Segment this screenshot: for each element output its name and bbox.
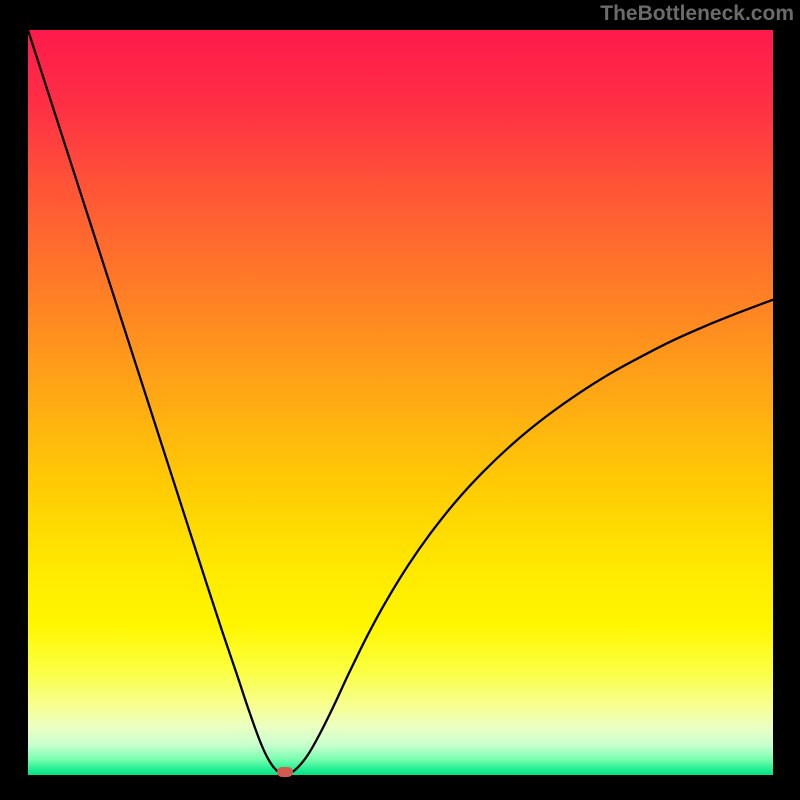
bottleneck-curve [28,30,773,775]
optimal-point-marker [277,767,293,777]
plot-area [28,30,773,775]
watermark-text: TheBottleneck.com [600,2,794,26]
